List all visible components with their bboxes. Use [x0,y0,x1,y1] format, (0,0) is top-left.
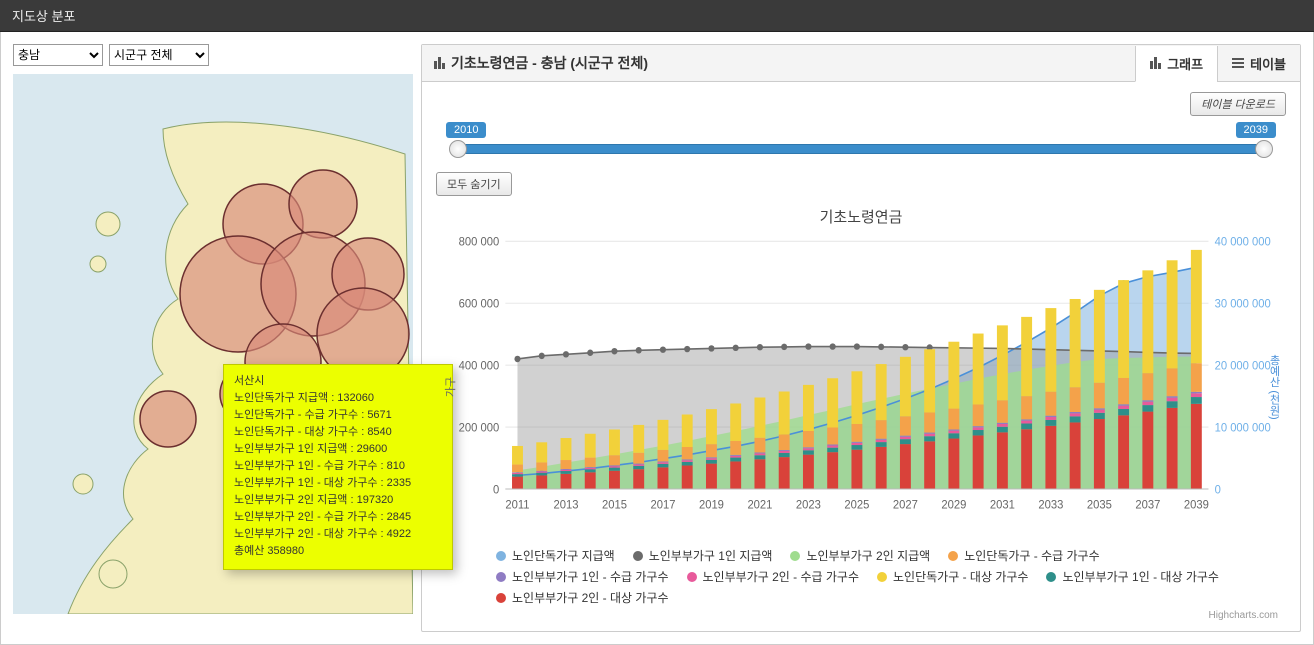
svg-text:2015: 2015 [602,499,627,511]
y-axis-right-label: 총예산 (천원) [1266,354,1282,419]
legend-label: 노인부부가구 1인 - 대상 가구수 [1062,568,1219,585]
svg-text:600 000: 600 000 [459,298,500,310]
svg-text:20 000 000: 20 000 000 [1215,360,1271,372]
svg-text:0: 0 [493,484,499,496]
svg-text:2017: 2017 [650,499,675,511]
legend-swatch [496,551,506,561]
svg-text:2031: 2031 [990,499,1015,511]
svg-text:2019: 2019 [699,499,724,511]
svg-text:400 000: 400 000 [459,360,500,372]
svg-text:2013: 2013 [553,499,578,511]
legend-swatch [948,551,958,561]
chart-title: 기초노령연금 [436,206,1286,227]
svg-text:2011: 2011 [505,499,529,511]
legend-item[interactable]: 노인부부가구 2인 - 대상 가구수 [496,589,669,606]
legend-label: 노인단독가구 - 수급 가구수 [964,547,1099,564]
tooltip-row: 노인단독가구 - 대상 가구수 : 8540 [234,424,442,441]
legend-swatch [496,572,506,582]
legend-label: 노인부부가구 1인 - 수급 가구수 [512,568,669,585]
svg-text:2023: 2023 [796,499,821,511]
svg-text:800 000: 800 000 [459,237,500,249]
legend-label: 노인부부가구 1인 지급액 [649,547,773,564]
tooltip-row: 노인부부가구 1인 - 대상 가구수 : 2335 [234,475,442,492]
tooltip-row: 노인단독가구 - 수급 가구수 : 5671 [234,407,442,424]
svg-text:2025: 2025 [844,499,869,511]
svg-text:2029: 2029 [941,499,966,511]
page-header: 지도상 분포 [0,0,1314,32]
legend-label: 노인단독가구 - 대상 가구수 [893,568,1028,585]
legend-label: 노인부부가구 2인 지급액 [806,547,930,564]
panel-title: 기초노령연금 - 충남 (시군구 전체) [422,45,1135,81]
svg-text:2021: 2021 [747,499,772,511]
tab-graph[interactable]: 그래프 [1135,46,1217,82]
tooltip-row: 총예산 358980 [234,543,442,560]
slider-max-label: 2039 [1236,122,1276,138]
bar-chart-icon [434,57,445,69]
legend-swatch [633,551,643,561]
legend-label: 노인부부가구 2인 - 대상 가구수 [512,589,669,606]
legend-swatch [790,551,800,561]
download-table-button[interactable]: 테이블 다운로드 [1190,92,1286,116]
page-title: 지도상 분포 [12,9,75,24]
tab-table[interactable]: 테이블 [1217,46,1300,81]
legend-label: 노인부부가구 2인 - 수급 가구수 [703,568,860,585]
svg-text:2039: 2039 [1184,499,1209,511]
list-icon [1232,58,1244,68]
map-bubble[interactable] [289,170,357,238]
legend-item[interactable]: 노인단독가구 지급액 [496,547,615,564]
legend-item[interactable]: 노인부부가구 1인 지급액 [633,547,773,564]
chart-legend: 노인단독가구 지급액노인부부가구 1인 지급액노인부부가구 2인 지급액노인단독… [436,537,1286,610]
legend-item[interactable]: 노인부부가구 1인 - 대상 가구수 [1046,568,1219,585]
slider-handle-max[interactable] [1255,140,1273,158]
region-select[interactable]: 충남 [13,44,103,66]
slider-min-label: 2010 [446,122,486,138]
legend-label: 노인단독가구 지급액 [512,547,615,564]
svg-text:2037: 2037 [1135,499,1160,511]
legend-swatch [496,593,506,603]
tooltip-row: 노인부부가구 1인 - 수급 가구수 : 810 [234,458,442,475]
main-chart[interactable]: 0 200 000 400 000 600 000 800 000 0 10 000 000… [442,237,1280,517]
hide-all-button[interactable]: 모두 숨기기 [436,172,512,196]
legend-item[interactable]: 노인부부가구 2인 - 수급 가구수 [687,568,860,585]
legend-swatch [687,572,697,582]
svg-text:2035: 2035 [1087,499,1112,511]
tooltip-row: 노인부부가구 2인 - 수급 가구수 : 2845 [234,509,442,526]
legend-item[interactable]: 노인단독가구 - 대상 가구수 [877,568,1028,585]
tooltip-row: 노인단독가구 지급액 : 132060 [234,390,442,407]
legend-swatch [877,572,887,582]
legend-item[interactable]: 노인부부가구 2인 지급액 [790,547,930,564]
tooltip-row: 노인부부가구 2인 지급액 : 197320 [234,492,442,509]
tooltip-row: 노인부부가구 2인 - 대상 가구수 : 4922 [234,526,442,543]
svg-text:2033: 2033 [1038,499,1063,511]
tooltip-row: 노인부부가구 1인 지급액 : 29600 [234,441,442,458]
svg-text:0: 0 [1215,484,1221,496]
legend-swatch [1046,572,1056,582]
svg-text:30 000 000: 30 000 000 [1215,298,1271,310]
svg-text:40 000 000: 40 000 000 [1215,237,1271,249]
chart-credits: Highcharts.com [436,610,1286,625]
svg-text:200 000: 200 000 [459,422,500,434]
district-select[interactable]: 시군구 전체 [109,44,209,66]
bar-chart-icon [1150,57,1161,69]
slider-handle-min[interactable] [449,140,467,158]
legend-item[interactable]: 노인단독가구 - 수급 가구수 [948,547,1099,564]
legend-item[interactable]: 노인부부가구 1인 - 수급 가구수 [496,568,669,585]
y-axis-left-label: 가구 [442,377,458,397]
map-tooltip: 서산시 노인단독가구 지급액 : 132060노인단독가구 - 수급 가구수 :… [223,364,453,570]
svg-text:10 000 000: 10 000 000 [1215,422,1271,434]
tooltip-title: 서산시 [234,373,442,390]
svg-text:2027: 2027 [893,499,918,511]
year-range-slider[interactable]: 2010 2039 [444,122,1278,166]
map-bubble[interactable] [140,391,196,447]
